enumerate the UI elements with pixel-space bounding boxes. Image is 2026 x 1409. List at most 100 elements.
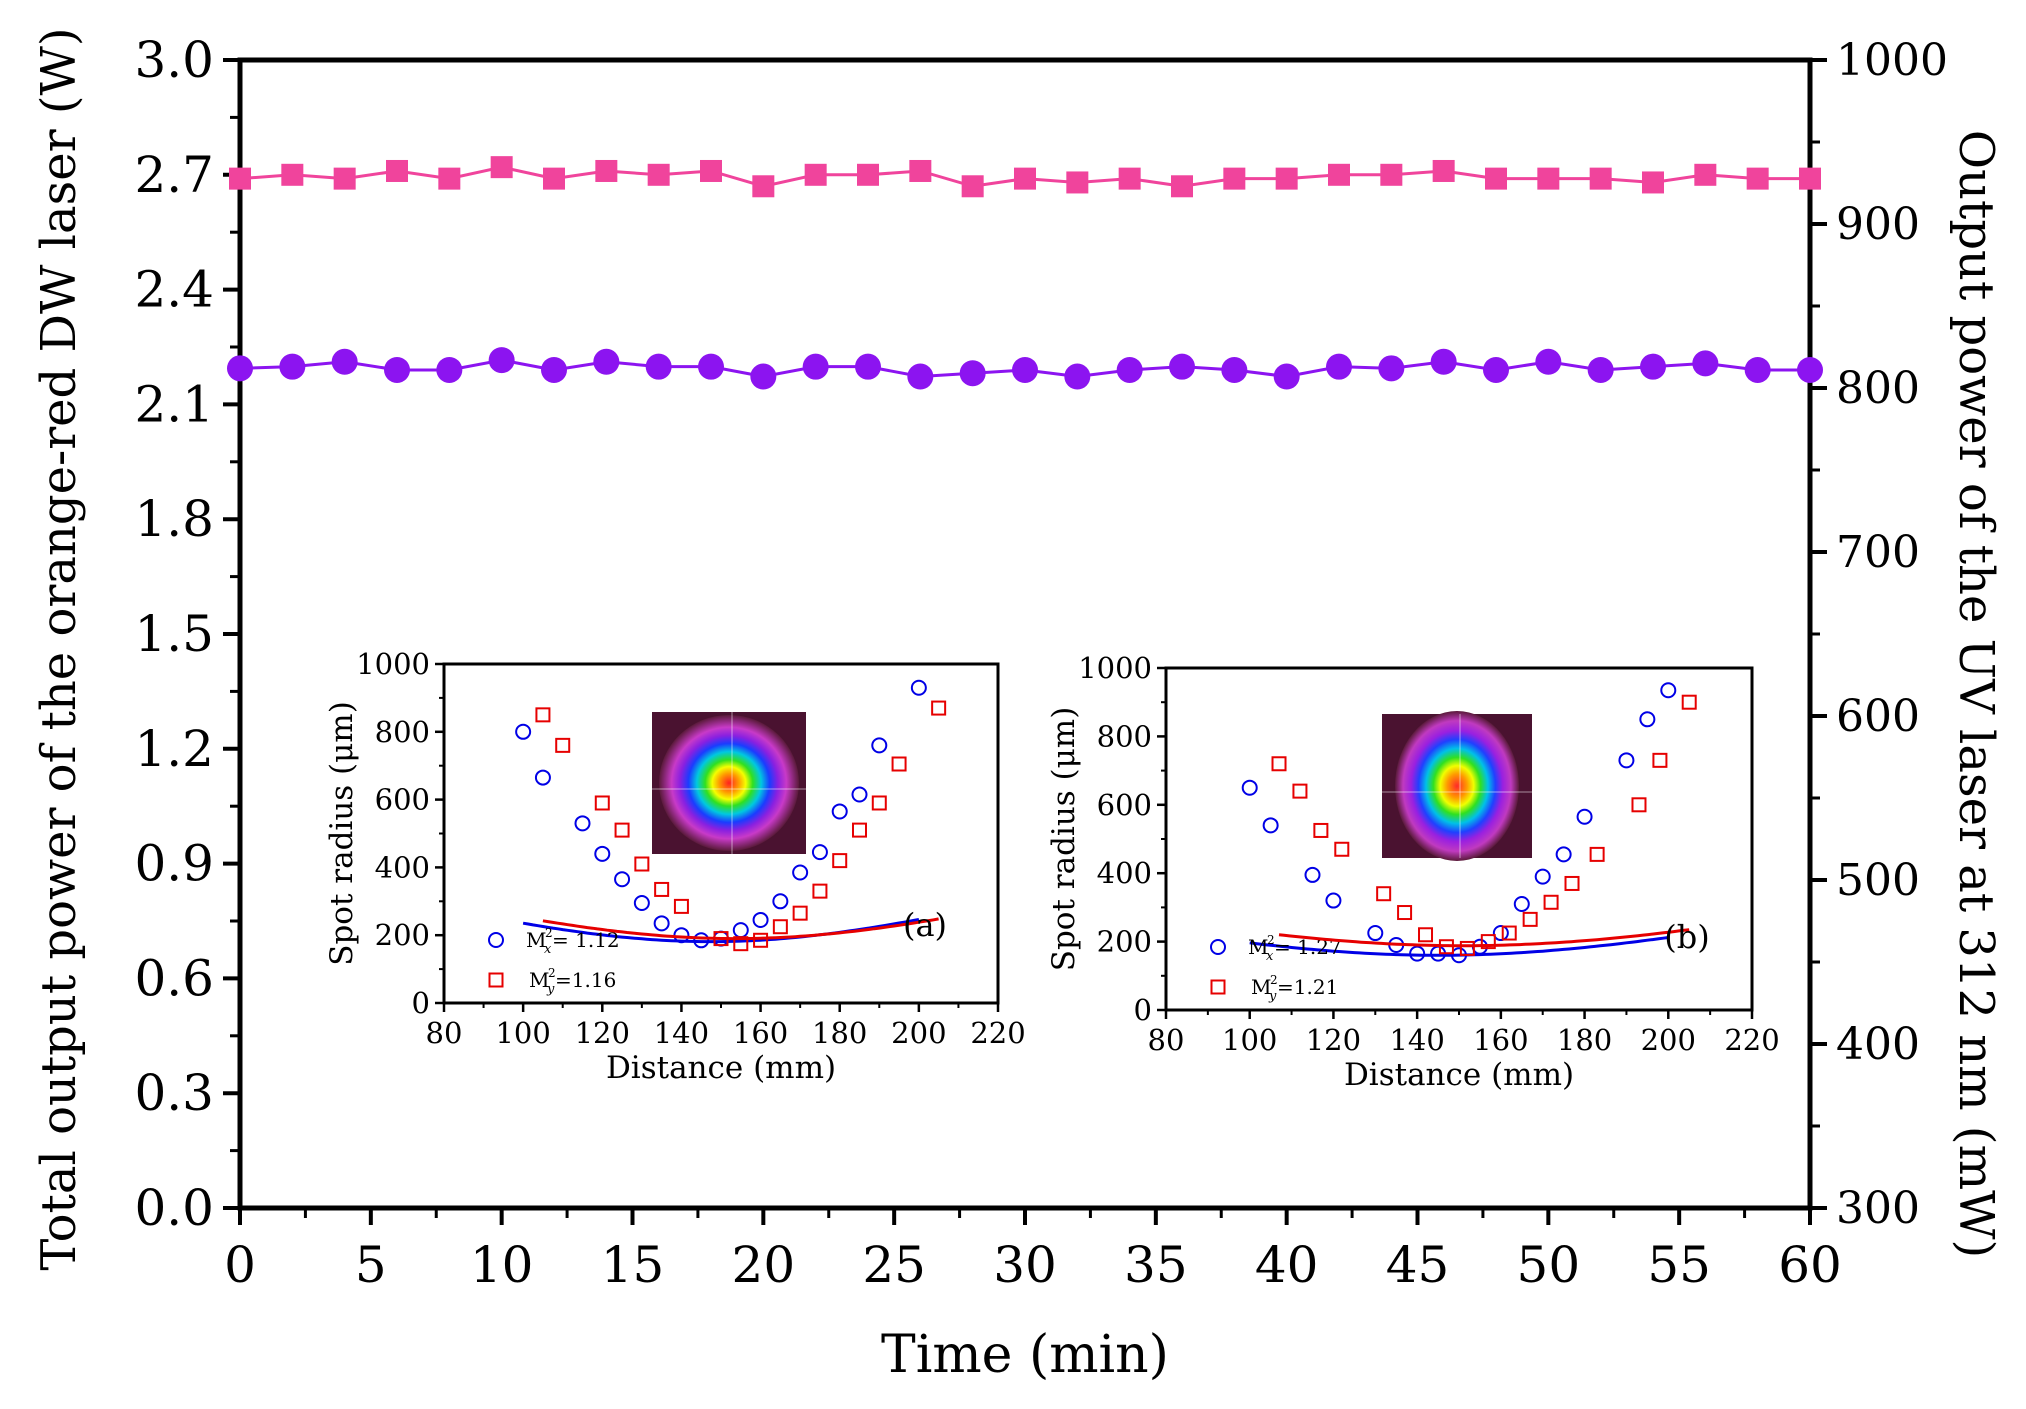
- inset-x-tick-label: 80: [1148, 1023, 1185, 1057]
- mx-data-point: [633, 894, 650, 911]
- my-data-point: [1438, 939, 1454, 955]
- y-right-tick-label: 800: [1836, 363, 1920, 414]
- legend-label-value: = 1.12: [552, 928, 620, 952]
- my-data-point: [733, 936, 749, 952]
- my-data-point: [555, 737, 571, 753]
- inset-x-axis-title: Distance (mm): [1344, 1057, 1574, 1093]
- panel-label: (b): [1664, 918, 1709, 956]
- mx-data-point: [1660, 682, 1677, 699]
- y-right-tick-label: 300: [1836, 1183, 1920, 1234]
- my-data-point: [654, 881, 670, 897]
- panel-label: (a): [903, 906, 947, 944]
- x-tick-label: 60: [1778, 1236, 1842, 1294]
- inset-y-tick-label: 200: [1097, 925, 1152, 959]
- inset-y-tick-label: 400: [1097, 856, 1152, 890]
- my-fit-curve: [1278, 928, 1690, 948]
- uv-power-point: [1430, 348, 1457, 375]
- x-tick-label: 0: [224, 1236, 256, 1294]
- inset-x-tick-label: 160: [733, 1016, 788, 1050]
- output-power-point: [857, 163, 879, 186]
- mx-data-point: [1492, 925, 1509, 942]
- output-power-point: [1589, 167, 1612, 190]
- x-tick-label: 55: [1647, 1236, 1711, 1294]
- y-left-tick-label: 1.8: [134, 490, 214, 548]
- my-data-point: [1459, 940, 1475, 956]
- my-data-point: [634, 856, 650, 872]
- legend-label-sub: y: [546, 982, 555, 997]
- output-power-point: [804, 163, 827, 186]
- mx-data-point: [653, 915, 670, 932]
- uv-power-point: [1692, 350, 1719, 377]
- mx-data-point: [515, 723, 532, 740]
- y-right-tick-label: 700: [1836, 527, 1920, 578]
- my-data-point: [812, 883, 828, 899]
- mx-data-point: [1304, 866, 1321, 883]
- y-left-tick-label: 2.1: [134, 375, 214, 433]
- mx-data-point: [693, 932, 710, 949]
- uv-power-point: [1797, 356, 1823, 383]
- uv-power-point: [593, 348, 620, 375]
- uv-power-point: [1064, 363, 1091, 390]
- output-power-point: [1694, 163, 1717, 186]
- uv-power-point: [541, 356, 567, 383]
- inset-y-tick-label: 1000: [356, 647, 430, 681]
- my-data-point: [1334, 841, 1350, 857]
- uv-power-point: [384, 356, 410, 383]
- uv-power-point: [1587, 356, 1614, 383]
- my-data-point: [1313, 822, 1329, 838]
- output-power-point: [1485, 167, 1507, 190]
- inset-y-tick-label: 600: [1097, 788, 1152, 822]
- uv-power-point: [1744, 356, 1771, 383]
- mx-data-point: [811, 844, 828, 861]
- output-power-point: [438, 167, 461, 190]
- y-left-tick-label: 0.9: [134, 835, 214, 893]
- my-data-point: [1543, 894, 1559, 910]
- uv-power-point: [1483, 356, 1509, 383]
- y-left-tick-label: 1.5: [134, 605, 214, 663]
- output-power-point: [490, 156, 513, 179]
- inset-x-tick-label: 160: [1473, 1023, 1528, 1057]
- uv-power-point: [907, 363, 934, 390]
- inset-chart-a: 80 100 120 140 160 180 200 220 0 200 400 600 800 1000…: [309, 644, 1028, 1123]
- mx-data-point: [851, 786, 868, 803]
- legend-label-m: M: [1248, 935, 1268, 959]
- output-power-point: [752, 175, 775, 198]
- inset-y-axis-title: Spot radius (μm): [324, 701, 360, 966]
- mx-data-point: [1262, 817, 1279, 834]
- legend-mx-marker: [1210, 939, 1226, 955]
- my-data-point: [1292, 783, 1308, 799]
- uv-power-point: [488, 347, 515, 374]
- my-data-point: [1681, 694, 1697, 710]
- my-data-point: [1480, 934, 1496, 950]
- inset-x-axis-title: Distance (mm): [606, 1050, 836, 1086]
- my-data-point: [713, 931, 729, 947]
- my-data-point: [1564, 875, 1580, 891]
- my-data-point: [673, 898, 689, 914]
- my-data-point: [792, 905, 808, 921]
- my-data-point: [753, 932, 769, 948]
- inset-y-tick-label: 1000: [1078, 651, 1152, 685]
- output-power-point: [1537, 167, 1560, 190]
- legend-label-value: =1.21: [1277, 975, 1338, 999]
- my-data-point: [852, 822, 867, 838]
- output-power-point: [595, 159, 618, 182]
- my-data-point: [1631, 797, 1647, 813]
- y-left-tick-label: 3.0: [134, 31, 214, 89]
- my-data-point: [1589, 846, 1605, 862]
- x-tick-label: 30: [993, 1236, 1057, 1294]
- inset-y-tick-label: 0: [1134, 993, 1152, 1027]
- legend-label-sup: 2: [548, 966, 556, 980]
- main-chart: 0 5 10 15 20 25 30 35 40 45 50 55 600.00.30.60.91.21…: [31, 27, 2004, 1385]
- inset-y-tick-label: 600: [375, 783, 430, 817]
- y-right-tick-label: 600: [1836, 691, 1920, 742]
- uv-power-point: [855, 353, 881, 380]
- mx-data-point: [534, 769, 551, 786]
- mx-data-point: [1618, 752, 1635, 769]
- mx-data-point: [1639, 711, 1656, 728]
- output-power-point: [1223, 167, 1246, 190]
- uv-power-point: [959, 360, 986, 387]
- uv-power-point: [1012, 356, 1038, 383]
- y-left-tick-label: 0.6: [134, 949, 214, 1007]
- y-right-tick-label: 1000: [1836, 35, 1948, 86]
- output-power-point: [1642, 171, 1664, 194]
